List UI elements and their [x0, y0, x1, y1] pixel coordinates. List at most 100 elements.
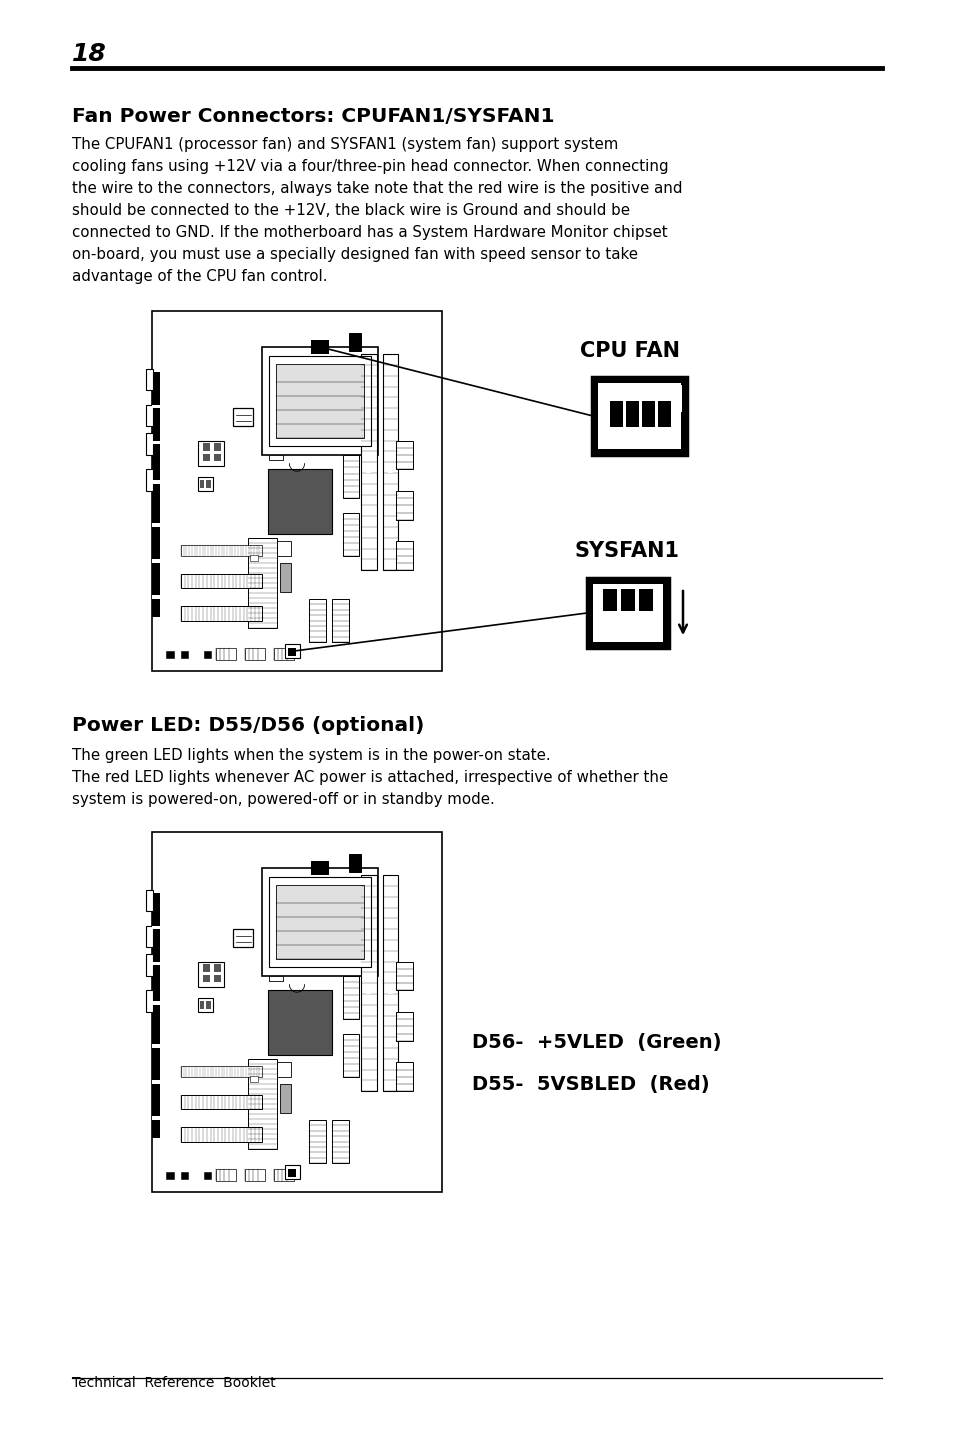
Bar [181, 1173, 188, 1180]
Bar [288, 1168, 295, 1177]
Text: should be connected to the +12V, the black wire is Ground and should be: should be connected to the +12V, the bla… [71, 203, 629, 217]
Bar [360, 875, 376, 1091]
Bar [146, 925, 152, 947]
Bar [658, 400, 671, 428]
Bar [250, 555, 258, 561]
Bar [248, 538, 276, 628]
Bar [269, 455, 283, 460]
Bar [152, 1081, 160, 1084]
Bar [152, 1117, 160, 1120]
Bar [206, 480, 211, 488]
Bar [268, 469, 332, 535]
Bar [641, 385, 681, 412]
Bar [203, 964, 210, 972]
Bar [262, 347, 377, 455]
Bar [279, 563, 291, 592]
Bar [146, 954, 152, 977]
Bar [332, 1120, 349, 1163]
Bar [152, 310, 441, 671]
Bar [204, 651, 212, 658]
Bar [388, 466, 393, 473]
Text: connected to GND. If the motherboard has a System Hardware Monitor chipset: connected to GND. If the motherboard has… [71, 225, 667, 240]
Bar [593, 583, 662, 642]
Text: cooling fans using +12V via a four/three-pin head connector. When connecting: cooling fans using +12V via a four/three… [71, 159, 668, 174]
Bar [308, 599, 326, 642]
Bar [274, 542, 291, 556]
Bar [269, 977, 283, 981]
Bar [233, 930, 253, 947]
Bar [312, 340, 329, 355]
Bar [203, 453, 210, 462]
Text: 18: 18 [71, 41, 107, 66]
Bar [152, 832, 441, 1193]
Bar [366, 988, 371, 994]
Bar [262, 868, 377, 977]
Bar [343, 977, 359, 1020]
Bar [181, 651, 188, 658]
Bar [586, 578, 668, 648]
Bar [199, 480, 204, 488]
Bar [343, 512, 359, 556]
Bar [279, 1084, 291, 1113]
Bar [152, 894, 160, 1138]
Bar [213, 443, 221, 452]
Bar [198, 476, 213, 490]
Bar [285, 644, 299, 658]
Bar [395, 961, 413, 991]
Bar [146, 433, 152, 455]
Text: D55-  5VSBLED  (Red): D55- 5VSBLED (Red) [472, 1075, 709, 1094]
Bar [395, 542, 413, 571]
Bar [382, 355, 398, 571]
Bar [198, 440, 224, 466]
Text: The CPUFAN1 (processor fan) and SYSFAN1 (system fan) support system: The CPUFAN1 (processor fan) and SYSFAN1 … [71, 137, 618, 152]
Bar [274, 1062, 291, 1077]
Bar [152, 961, 160, 965]
Bar [332, 599, 349, 642]
Bar [181, 606, 262, 621]
Bar [152, 1044, 160, 1048]
Bar [274, 1168, 294, 1181]
Bar [213, 975, 221, 982]
Bar [248, 1058, 276, 1148]
Bar [268, 991, 332, 1055]
Bar [593, 616, 662, 642]
Bar [641, 400, 655, 428]
Text: system is powered-on, powered-off or in standby mode.: system is powered-on, powered-off or in … [71, 792, 495, 807]
Bar [592, 378, 687, 455]
Bar [213, 453, 221, 462]
Bar [146, 369, 152, 390]
Bar [308, 1120, 326, 1163]
Bar [360, 355, 376, 571]
Bar [343, 455, 359, 498]
Bar [639, 589, 652, 611]
Bar [146, 469, 152, 490]
Text: Technical  Reference  Booklet: Technical Reference Booklet [71, 1376, 275, 1390]
Bar [250, 1075, 258, 1083]
Bar [167, 651, 173, 658]
Bar [620, 589, 635, 611]
Bar [275, 885, 364, 958]
Bar [626, 400, 639, 428]
Bar [395, 440, 413, 469]
Bar [275, 365, 364, 438]
Bar [395, 1062, 413, 1091]
Bar [167, 1173, 173, 1180]
Bar [146, 889, 152, 911]
Bar [152, 372, 160, 616]
Bar [269, 356, 371, 446]
Bar [269, 877, 371, 967]
Text: the wire to the connectors, always take note that the red wire is the positive a: the wire to the connectors, always take … [71, 182, 681, 196]
Bar [152, 925, 160, 930]
Bar [233, 408, 253, 426]
Bar [215, 648, 235, 661]
Bar [198, 961, 224, 987]
Text: D56-  +5VLED  (Green): D56- +5VLED (Green) [472, 1032, 720, 1052]
Bar [598, 383, 680, 449]
Bar [395, 1012, 413, 1041]
Bar [382, 875, 398, 1091]
Text: Fan Power Connectors: CPUFAN1/SYSFAN1: Fan Power Connectors: CPUFAN1/SYSFAN1 [71, 107, 554, 126]
Bar [610, 400, 623, 428]
Text: SYSFAN1: SYSFAN1 [575, 541, 679, 561]
Bar [181, 573, 262, 588]
Bar [245, 1168, 265, 1181]
